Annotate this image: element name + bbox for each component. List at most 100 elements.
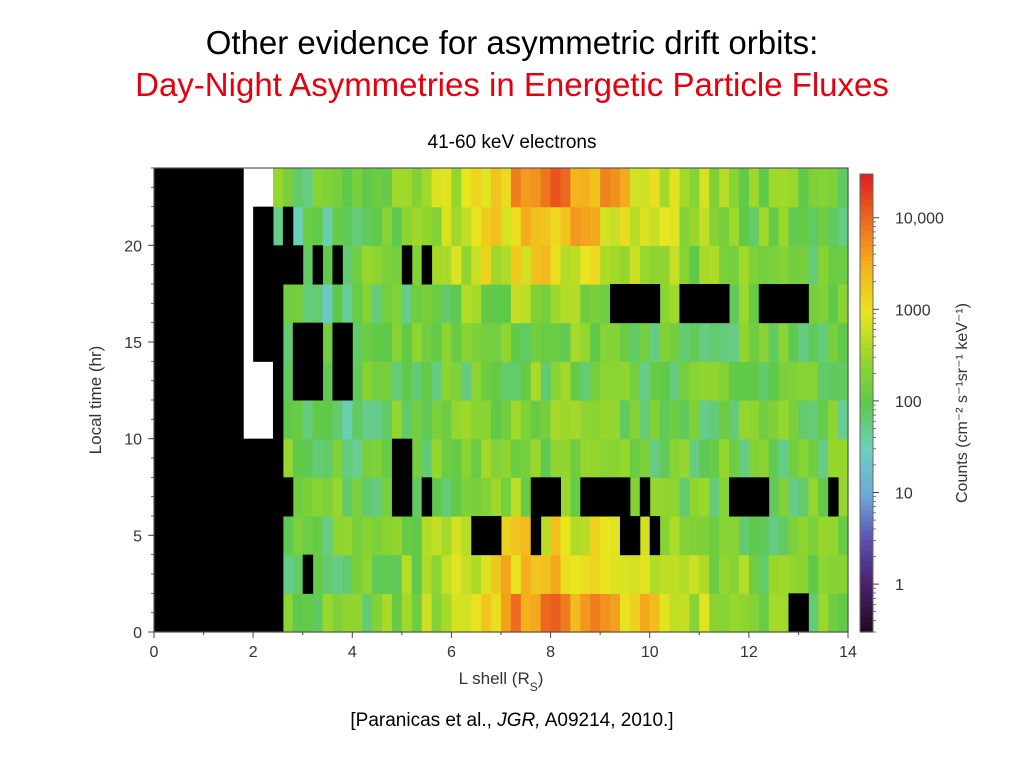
colorbar-segment (860, 357, 873, 363)
heatmap-cell (312, 206, 324, 246)
zero-flux-region (282, 477, 294, 517)
heatmap-cell (768, 245, 780, 285)
heatmap-cell (629, 206, 641, 246)
heatmap-cell (550, 438, 562, 478)
heatmap-cell (352, 284, 363, 324)
heatmap-cell (788, 554, 800, 594)
slide-title-line2: Day-Night Asymmetries in Energetic Parti… (135, 66, 889, 103)
heatmap-cell (689, 400, 700, 440)
heatmap-cell (639, 554, 651, 594)
heatmap-cell (471, 206, 482, 246)
heatmap-cell (828, 361, 839, 401)
heatmap-cell (580, 284, 591, 324)
heatmap-cell (372, 400, 383, 440)
heatmap-cell (619, 322, 631, 362)
heatmap-cell (431, 438, 443, 478)
heatmap-cell (669, 168, 681, 208)
heatmap-cell (530, 168, 542, 208)
heatmap-cell (510, 593, 522, 633)
heatmap-cell (838, 245, 849, 285)
heatmap-cell (649, 400, 661, 440)
heatmap-cell (471, 593, 482, 633)
heatmap-cell (570, 361, 581, 401)
colorbar-segment (860, 611, 873, 618)
heatmap-cell (391, 284, 403, 324)
heatmap-cell (758, 516, 770, 556)
heatmap-cell (669, 322, 681, 362)
heatmap-cell (838, 361, 849, 401)
heatmap-cell (758, 361, 770, 401)
heatmap-cell (391, 516, 403, 556)
heatmap-cell (421, 284, 433, 324)
heatmap-cell (738, 361, 750, 401)
heatmap-cell (748, 400, 760, 440)
heatmap-cell (699, 400, 710, 440)
heatmap-cell (649, 245, 661, 285)
heatmap-cell (382, 361, 393, 401)
heatmap-cell (401, 400, 413, 440)
heatmap-cell (282, 438, 294, 478)
heatmap-cell (758, 168, 770, 208)
heatmap-cell (808, 284, 819, 324)
heatmap-cell (372, 438, 383, 478)
heatmap-cell (372, 593, 383, 633)
heatmap-cell (540, 400, 552, 440)
heatmap-cell (828, 245, 839, 285)
heatmap-cell (729, 206, 740, 246)
heatmap-cell (461, 516, 472, 556)
heatmap-cell (560, 438, 571, 478)
heatmap-cell (510, 284, 522, 324)
heatmap-cell (798, 245, 809, 285)
colorbar-segment (860, 387, 873, 394)
heatmap-cell (768, 516, 780, 556)
heatmap-cell (649, 322, 661, 362)
heatmap-cell (580, 322, 591, 362)
heatmap-cell (808, 245, 819, 285)
heatmap-cell (421, 361, 433, 401)
colorbar-segment (860, 448, 873, 455)
heatmap-cell (669, 438, 681, 478)
colorbar-segment (860, 219, 873, 226)
heatmap-cell (481, 245, 492, 285)
heatmap-cell (590, 361, 601, 401)
colorbar-tick-label: 1000 (895, 302, 931, 319)
heatmap-cell (471, 168, 482, 208)
heatmap-cell (639, 361, 651, 401)
heatmap-cell (491, 477, 502, 517)
heatmap-cell (272, 206, 284, 246)
heatmap-cell (808, 554, 819, 594)
heatmap-cell (461, 593, 472, 633)
colorbar-segment (860, 494, 873, 501)
heatmap-cell (689, 245, 700, 285)
heatmap-cell (719, 554, 730, 594)
heatmap-cell (719, 168, 730, 208)
heatmap-cell (560, 168, 571, 208)
heatmap-cell (619, 400, 631, 440)
heatmap-cell (570, 516, 581, 556)
heatmap-cell (669, 593, 681, 633)
heatmap-cell (520, 206, 532, 246)
heatmap-cell (550, 554, 562, 594)
citation-details: A09214, 2010.] (540, 710, 674, 731)
heatmap-cell (828, 593, 839, 633)
heatmap-cell (282, 400, 294, 440)
heatmap-cell (699, 477, 710, 517)
heatmap-cell (481, 477, 492, 517)
heatmap-cell (411, 245, 423, 285)
colorbar-segment (860, 235, 873, 241)
heatmap-cell (828, 554, 839, 594)
heatmap-cell (391, 554, 403, 594)
heatmap-cell (738, 206, 750, 246)
heatmap-cell (312, 284, 324, 324)
heatmap-cell (530, 206, 542, 246)
heatmap-cell (659, 322, 671, 362)
heatmap-cell (332, 554, 343, 594)
heatmap-cell (461, 438, 472, 478)
heatmap-cell (729, 516, 740, 556)
heatmap-cell (590, 554, 601, 594)
colorbar-tick-label: 10,000 (895, 211, 944, 228)
colorbar-segment (860, 321, 873, 328)
heatmap-cell (510, 438, 522, 478)
heatmap-cell (758, 322, 770, 362)
heatmap-cell (431, 593, 443, 633)
